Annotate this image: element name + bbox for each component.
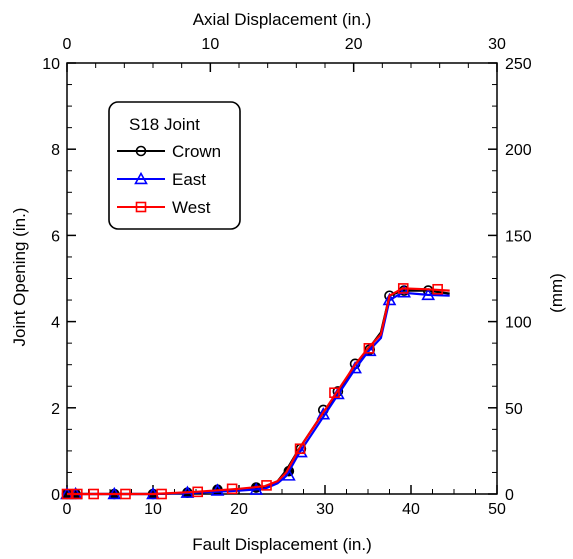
x2-tick-label: 10 [201,36,219,53]
x-tick-label: 10 [144,501,162,518]
west-marker [72,488,83,500]
left-axis-label: Joint Opening (in.) [10,208,29,347]
x-tick-label: 0 [63,501,72,518]
west-marker [120,488,131,500]
east-line [67,291,450,496]
west-marker [294,443,306,455]
legend-marker-west [135,201,147,213]
y-tick-label: 8 [51,142,60,159]
series-crown [61,285,450,500]
east-marker [397,285,411,298]
x2-tick-label: 0 [63,36,72,53]
east-marker [382,292,397,306]
west-line [67,287,450,496]
x2-tick-label: 20 [345,36,363,53]
east-marker [282,468,296,481]
x-tick-label: 50 [488,501,506,518]
x-tick-label: 40 [402,501,420,518]
legend-marker-east [134,171,148,185]
y2-tick-label: 250 [505,56,532,73]
west-marker [397,283,409,294]
series-lines [60,283,450,500]
west-marker [192,486,204,498]
west-marker [88,488,99,500]
west-marker [432,283,443,295]
legend-title: S18 Joint [129,115,200,134]
y2-tick-label: 100 [505,315,532,332]
legend-box [108,101,241,230]
y2-tick-label: 200 [505,142,532,159]
east-marker [316,407,331,420]
series-west [61,283,450,500]
y-tick-label: 0 [51,487,60,504]
legend: S18 Joint Crown East West [108,101,241,230]
y-tick-label: 6 [51,228,60,245]
west-marker [226,483,238,495]
legend-label-east: East [172,170,206,189]
legend-label-west: West [172,198,211,217]
x2-tick-label: 30 [488,36,506,53]
y-tick-label: 4 [51,315,60,332]
y2-tick-label: 150 [505,228,532,245]
legend-label-crown: Crown [172,142,221,161]
x-tick-label: 30 [316,501,334,518]
west-marker [61,488,73,500]
east-marker [249,482,264,495]
west-marker [156,488,167,500]
bottom-axis-label: Fault Displacement (in.) [192,535,372,554]
right-axis-label: (mm) [547,273,566,313]
series-east [60,285,450,500]
west-marker [363,343,375,354]
west-marker [261,480,272,491]
x-tick-label: 20 [230,501,248,518]
y-tick-label: 10 [42,56,60,73]
y2-tick-label: 50 [505,401,523,418]
west-marker [329,387,340,399]
east-marker [421,287,436,301]
crown-line [67,289,450,496]
legend-marker-crown [135,145,147,157]
y2-tick-label: 0 [505,487,514,504]
y-tick-label: 2 [51,401,60,418]
top-axis-label: Axial Displacement (in.) [193,10,372,29]
